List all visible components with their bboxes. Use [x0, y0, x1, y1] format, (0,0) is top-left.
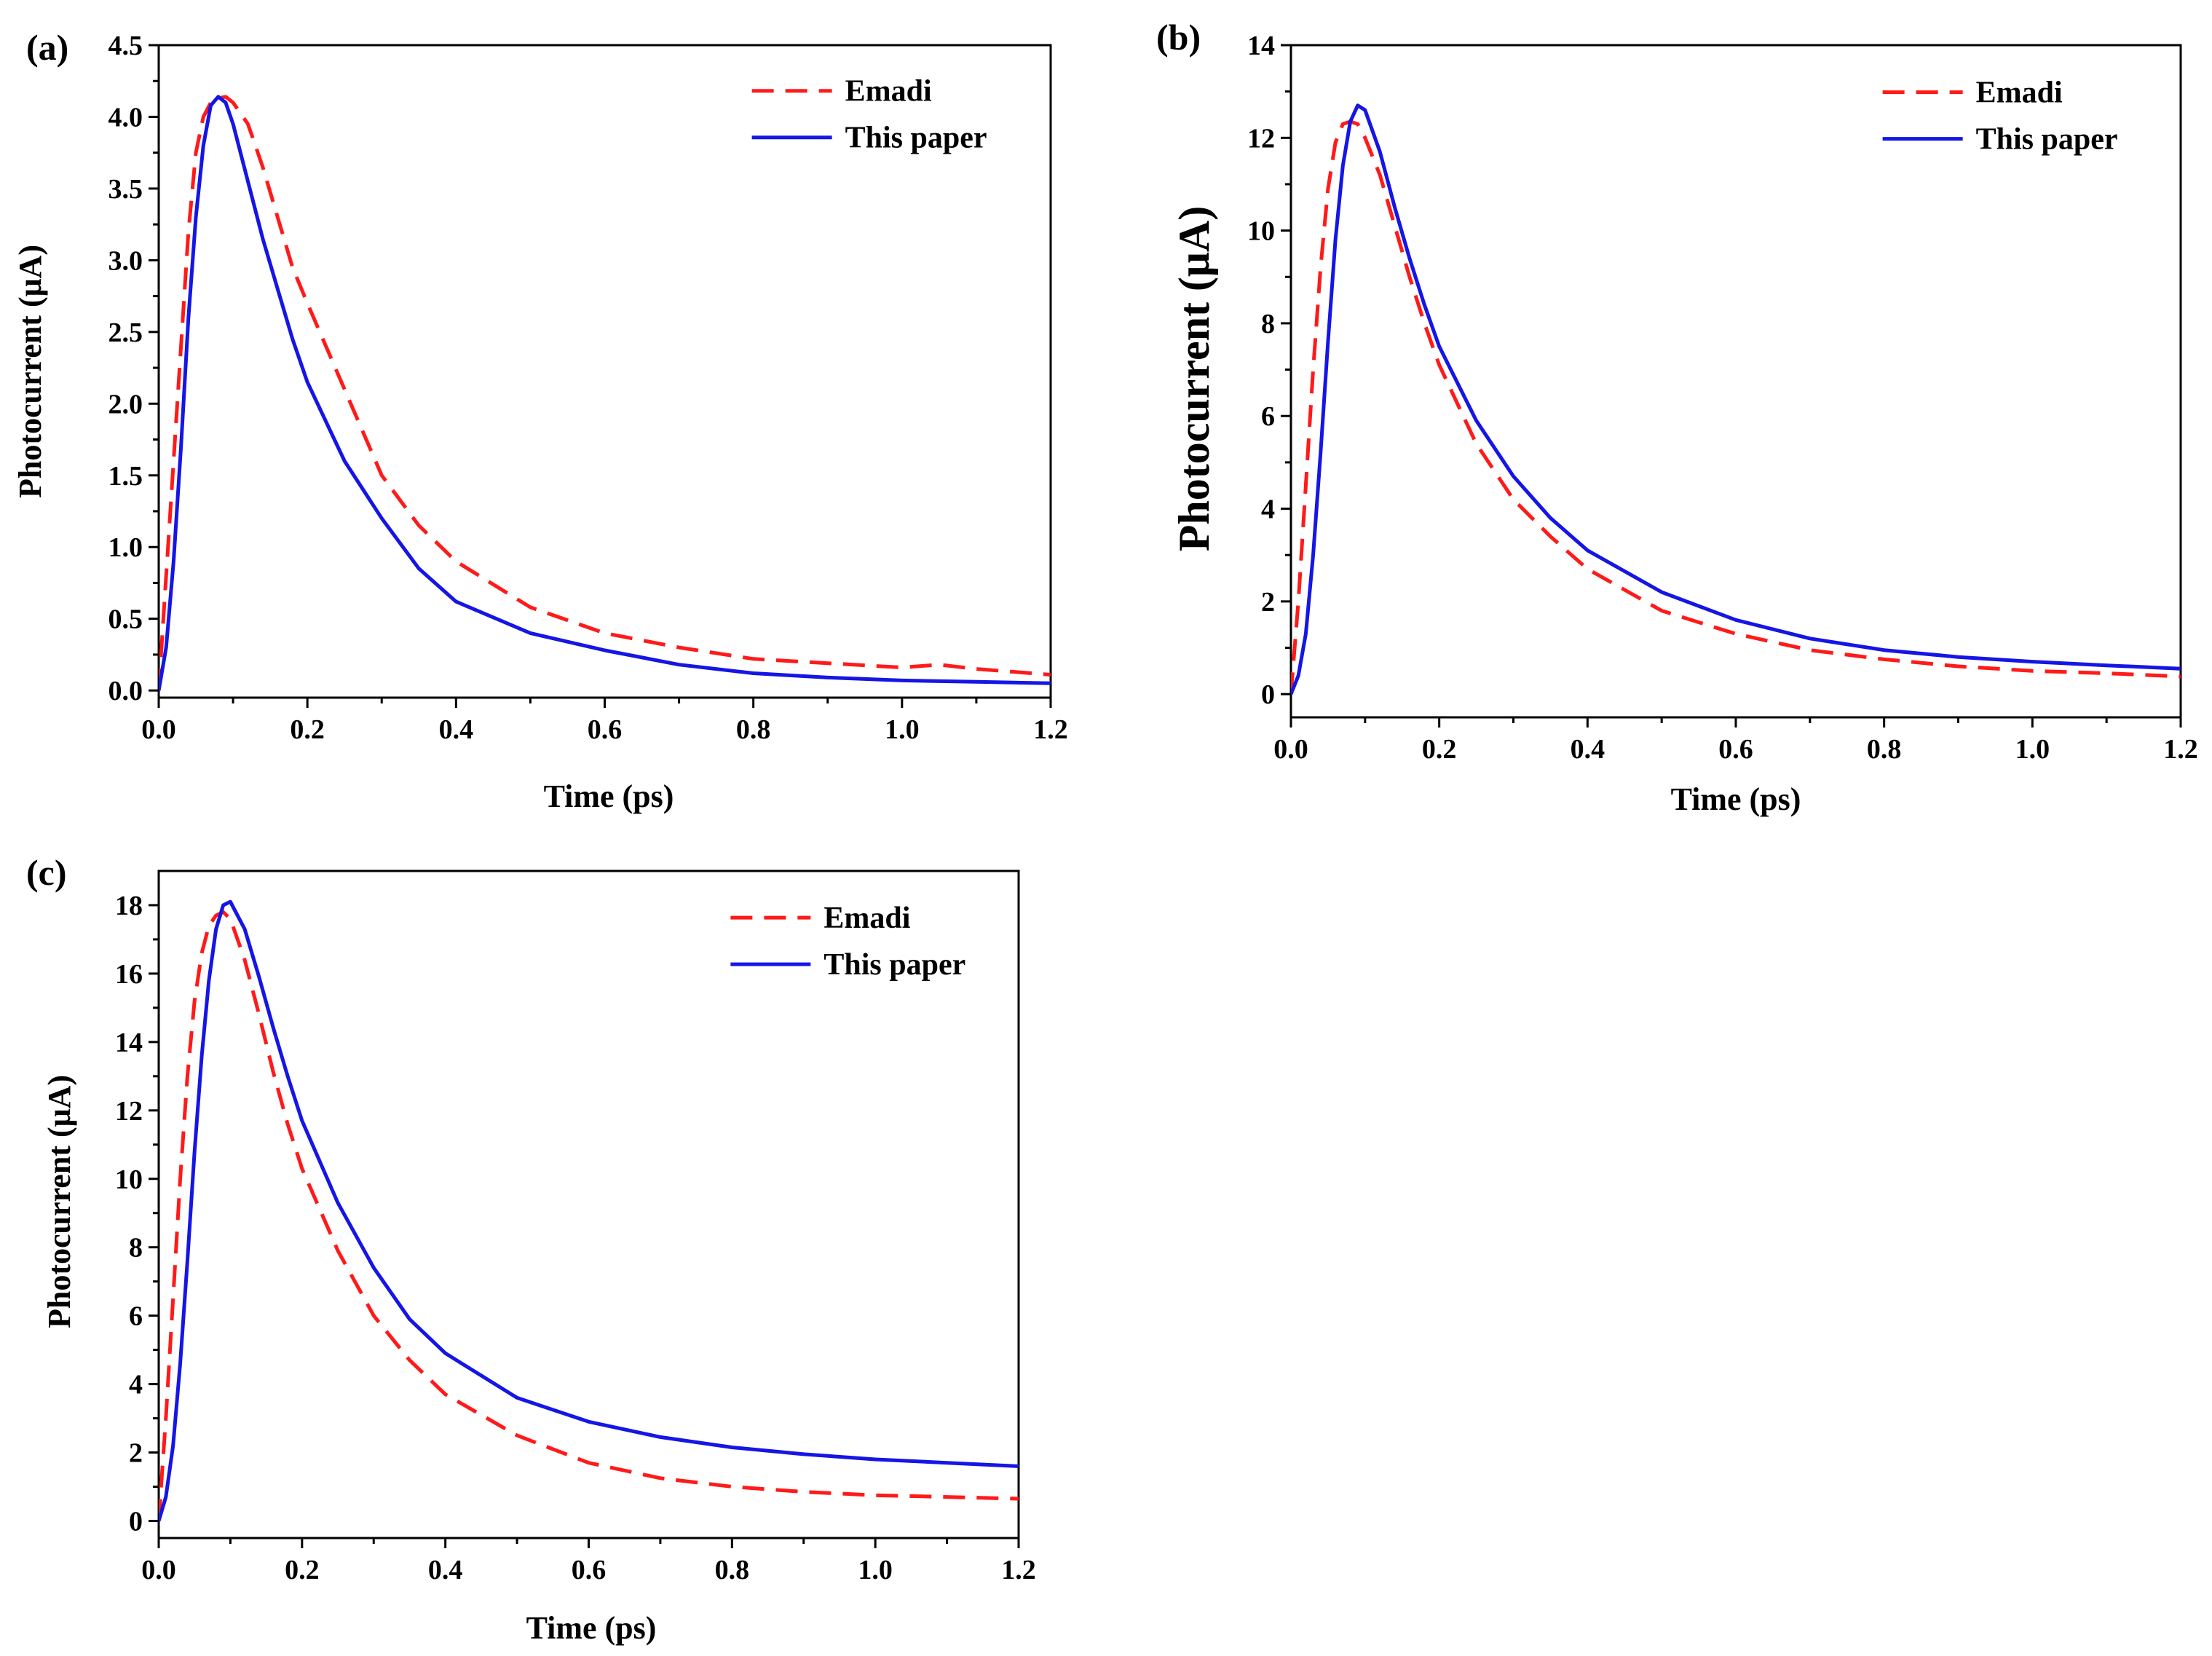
- x-tick-label: 0.0: [1273, 734, 1308, 765]
- series-line-emadi: [1291, 119, 2181, 695]
- y-tick-label: 6: [1261, 401, 1275, 432]
- y-tick-label: 2.0: [108, 389, 143, 419]
- x-tick-label: 0.2: [290, 714, 325, 745]
- y-tick-label: 3.5: [108, 174, 143, 205]
- y-tick-label: 12: [115, 1096, 143, 1127]
- y-tick-label: 8: [129, 1233, 143, 1263]
- x-axis-title: Time (ps): [526, 1610, 657, 1646]
- x-tick-label: 1.0: [885, 714, 920, 745]
- x-tick-label: 1.2: [1001, 1555, 1036, 1585]
- legend-label-this-paper: This paper: [823, 948, 965, 982]
- y-tick-label: 2: [129, 1438, 143, 1469]
- y-tick-label: 0: [1261, 679, 1275, 710]
- x-tick-label: 0.8: [736, 714, 771, 745]
- x-tick-label: 1.2: [2163, 734, 2198, 765]
- chart-panel-b: 0.0 0.2 0.4 0.6 0.8 1.0 1.2 0 2 4 6 8 10 12 14 Emadi Thi…: [1156, 17, 2198, 817]
- legend-label-this-paper: This paper: [1976, 123, 2118, 157]
- y-tick-label: 4.5: [108, 31, 143, 61]
- x-tick-label: 0.2: [285, 1555, 320, 1585]
- y-tick-label: 1.5: [108, 461, 143, 492]
- y-tick-label: 10: [115, 1164, 143, 1195]
- y-tick-label: 4: [1261, 494, 1275, 525]
- series-line-this-paper: [1291, 103, 2181, 695]
- panel-label: (b): [1156, 17, 1201, 58]
- x-tick-label: 0.0: [141, 1555, 176, 1585]
- panel-label: (c): [26, 852, 67, 893]
- y-tick-label: 8: [1261, 309, 1275, 339]
- x-tick-label: 1.2: [1033, 714, 1068, 745]
- x-axis-title: Time (ps): [544, 778, 674, 814]
- y-axis-title: Photocurrent (μA): [1170, 206, 1218, 551]
- y-tick-label: 14: [1247, 31, 1275, 61]
- series-line-this-paper: [159, 899, 1019, 1522]
- x-tick-label: 0.0: [141, 714, 176, 745]
- legend-label-emadi: Emadi: [823, 902, 910, 935]
- x-tick-label: 1.0: [2015, 734, 2050, 765]
- chart-panel-c: 0.0 0.2 0.4 0.6 0.8 1.0 1.2 0 2 4 6 8 10 12 14 16 18 Emad…: [26, 852, 1036, 1646]
- panel-label: (a): [26, 27, 68, 68]
- y-tick-label: 2.5: [108, 318, 143, 348]
- x-tick-label: 1.0: [858, 1555, 893, 1585]
- x-tick-label: 0.6: [1718, 734, 1753, 765]
- legend-label-emadi: Emadi: [845, 75, 932, 109]
- legend-label-emadi: Emadi: [1976, 76, 2063, 110]
- y-tick-label: 12: [1247, 123, 1275, 154]
- x-tick-label: 0.4: [1571, 734, 1605, 765]
- legend-label-this-paper: This paper: [845, 122, 987, 155]
- x-tick-label: 0.6: [572, 1555, 607, 1585]
- y-tick-label: 16: [115, 959, 143, 990]
- series-line-emadi: [159, 95, 1051, 691]
- y-tick-label: 6: [129, 1301, 143, 1332]
- y-tick-label: 2: [1261, 587, 1275, 618]
- x-tick-label: 0.6: [588, 714, 623, 745]
- x-tick-label: 0.8: [1867, 734, 1902, 765]
- y-axis-title: Photocurrent (μA): [42, 1075, 77, 1328]
- x-axis-title: Time (ps): [1671, 781, 1801, 817]
- x-tick-label: 0.2: [1422, 734, 1457, 765]
- y-tick-label: 18: [115, 891, 143, 921]
- y-tick-label: 10: [1247, 216, 1275, 247]
- chart-panel-a: 0.0 0.2 0.4 0.6 0.8 1.0 1.2 0.0 0.5 1.0 1.5 2.0 2.5 3…: [12, 27, 1068, 814]
- y-tick-label: 1.0: [108, 532, 143, 563]
- y-tick-label: 0.0: [108, 676, 143, 706]
- series-line-emadi: [159, 910, 1019, 1521]
- y-axis-title: Photocurrent (μA): [12, 245, 48, 498]
- y-tick-label: 0: [129, 1507, 143, 1537]
- y-tick-label: 4: [129, 1370, 143, 1400]
- x-tick-label: 0.8: [715, 1555, 750, 1585]
- x-tick-label: 0.4: [428, 1555, 463, 1585]
- series-line-this-paper: [159, 95, 1051, 691]
- y-tick-label: 3.0: [108, 245, 143, 276]
- y-tick-label: 0.5: [108, 604, 143, 635]
- y-tick-label: 14: [115, 1028, 143, 1058]
- y-tick-label: 4.0: [108, 102, 143, 133]
- x-tick-label: 0.4: [439, 714, 474, 745]
